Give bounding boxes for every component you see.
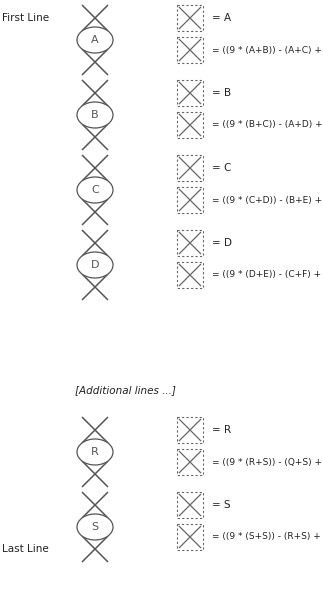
Ellipse shape bbox=[77, 177, 113, 203]
Ellipse shape bbox=[77, 102, 113, 128]
Bar bbox=[177, 112, 203, 138]
Text: = A: = A bbox=[212, 13, 231, 23]
Bar bbox=[177, 230, 203, 256]
Bar bbox=[177, 417, 203, 443]
Text: D: D bbox=[91, 260, 99, 270]
Ellipse shape bbox=[77, 439, 113, 465]
Text: S: S bbox=[91, 522, 99, 532]
Bar bbox=[177, 187, 203, 213]
Bar bbox=[177, 449, 203, 475]
Text: = D: = D bbox=[212, 238, 232, 248]
Text: = ((9 * (R+S)) - (Q+S) + 8) >> 4: = ((9 * (R+S)) - (Q+S) + 8) >> 4 bbox=[212, 458, 323, 467]
Bar bbox=[177, 262, 203, 288]
Text: R: R bbox=[91, 447, 99, 457]
Ellipse shape bbox=[77, 514, 113, 540]
Bar bbox=[177, 524, 203, 550]
Text: = ((9 * (D+E)) - (C+F) + 8) >> 4: = ((9 * (D+E)) - (C+F) + 8) >> 4 bbox=[212, 270, 323, 279]
Text: = ((9 * (S+S)) - (R+S) + 8) >> 4: = ((9 * (S+S)) - (R+S) + 8) >> 4 bbox=[212, 533, 323, 542]
Text: = ((9 * (C+D)) - (B+E) + 8) >> 4: = ((9 * (C+D)) - (B+E) + 8) >> 4 bbox=[212, 196, 323, 205]
Text: = B: = B bbox=[212, 88, 231, 98]
Bar bbox=[177, 492, 203, 518]
Text: A: A bbox=[91, 35, 99, 45]
Ellipse shape bbox=[77, 27, 113, 53]
Text: = ((9 * (B+C)) - (A+D) + 8) >> 4: = ((9 * (B+C)) - (A+D) + 8) >> 4 bbox=[212, 120, 323, 129]
Text: Last Line: Last Line bbox=[2, 544, 49, 554]
Text: = ((9 * (A+B)) - (A+C) + 8) >> 4: = ((9 * (A+B)) - (A+C) + 8) >> 4 bbox=[212, 46, 323, 55]
Text: [Additional lines ...]: [Additional lines ...] bbox=[75, 385, 176, 395]
Ellipse shape bbox=[77, 252, 113, 278]
Bar bbox=[177, 5, 203, 31]
Bar bbox=[177, 80, 203, 106]
Text: = S: = S bbox=[212, 500, 231, 510]
Bar bbox=[177, 155, 203, 181]
Text: = C: = C bbox=[212, 163, 231, 173]
Text: C: C bbox=[91, 185, 99, 195]
Text: B: B bbox=[91, 110, 99, 120]
Text: First Line: First Line bbox=[2, 13, 49, 23]
Text: = R: = R bbox=[212, 425, 231, 435]
Bar bbox=[177, 37, 203, 63]
